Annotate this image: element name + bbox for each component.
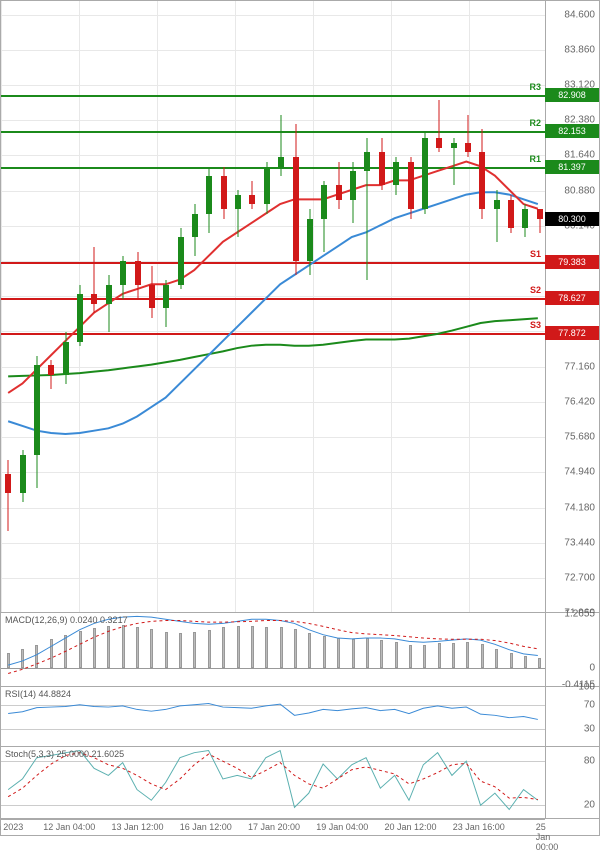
y-tick-label: 84.600 (564, 10, 595, 21)
y-tick-label: 30 (584, 724, 595, 735)
rsi-plot-area[interactable] (1, 687, 545, 746)
level-label: R3 (529, 82, 541, 92)
y-tick-label: 1.2655 (564, 609, 595, 620)
y-tick-label: 80.880 (564, 186, 595, 197)
x-axis: 0 Jan 2023 12 Jan 04:00 13 Jan 12:00 16 Jan… (1, 819, 545, 837)
level-line-r3 (1, 95, 545, 97)
x-tick-label: 13 Jan 12:00 (111, 822, 163, 832)
stoch-panel: Stoch(5,3,3) 25.0000 21.6025 80 20 (1, 747, 599, 819)
level-badge: 79.383 (545, 255, 599, 269)
y-tick-label: 75.680 (564, 432, 595, 443)
y-tick-label: 83.860 (564, 45, 595, 56)
x-tick-label: 20 Jan 12:00 (384, 822, 436, 832)
y-tick-label: 77.160 (564, 362, 595, 373)
y-tick-label: 76.420 (564, 397, 595, 408)
level-label: R1 (529, 154, 541, 164)
level-line-r1 (1, 167, 545, 169)
main-price-panel: R3R2R1S1S2S3 84.60083.86083.12082.38081.… (1, 1, 599, 613)
y-tick-label: 73.440 (564, 538, 595, 549)
level-badge: 77.872 (545, 326, 599, 340)
level-badge: 82.153 (545, 124, 599, 138)
y-tick-label: 0 (589, 662, 595, 673)
y-tick-label: 20 (584, 799, 595, 810)
macd-panel: MACD(12,26,9) 0.0240 0.3217 1.26550-0.41… (1, 613, 599, 687)
x-tick-label: 25 Jan 00:00 (536, 822, 559, 852)
x-tick-label: 12 Jan 04:00 (43, 822, 95, 832)
rsi-panel: RSI(14) 44.8824 1007030 (1, 687, 599, 747)
y-tick-label: 70 (584, 700, 595, 711)
macd-y-axis: 1.26550-0.4115 (545, 613, 599, 686)
y-tick-label: 74.180 (564, 503, 595, 514)
level-label: R2 (529, 118, 541, 128)
macd-label: MACD(12,26,9) 0.0240 0.3217 (5, 615, 128, 625)
rsi-y-axis: 1007030 (545, 687, 599, 746)
x-tick-label: 17 Jan 20:00 (248, 822, 300, 832)
main-y-axis: 84.60083.86083.12082.38081.64080.88080.1… (545, 1, 599, 612)
x-tick-label: 19 Jan 04:00 (316, 822, 368, 832)
level-line-s1 (1, 262, 545, 264)
y-tick-label: 72.700 (564, 573, 595, 584)
y-tick-label: 80 (584, 756, 595, 767)
x-tick-label: 16 Jan 12:00 (180, 822, 232, 832)
chart-container: R3R2R1S1S2S3 84.60083.86083.12082.38081.… (0, 0, 600, 836)
x-tick-label: 0 Jan 2023 (0, 822, 23, 832)
level-badge: 78.627 (545, 291, 599, 305)
level-badge: 82.908 (545, 88, 599, 102)
stoch-label: Stoch(5,3,3) 25.0000 21.6025 (5, 749, 124, 759)
y-tick-label: 100 (578, 682, 595, 693)
stoch-y-axis: 80 20 (545, 747, 599, 818)
level-badge: 81.397 (545, 160, 599, 174)
level-line-r2 (1, 131, 545, 133)
main-plot-area[interactable]: R3 R2 R1 S1 S2 S3 (1, 1, 545, 612)
rsi-label: RSI(14) 44.8824 (5, 689, 71, 699)
x-tick-label: 23 Jan 16:00 (453, 822, 505, 832)
level-label: S1 (530, 249, 541, 259)
level-label: S3 (530, 320, 541, 330)
y-tick-label: 74.940 (564, 467, 595, 478)
level-label: S2 (530, 285, 541, 295)
current-price-badge: 80.300 (545, 212, 599, 226)
